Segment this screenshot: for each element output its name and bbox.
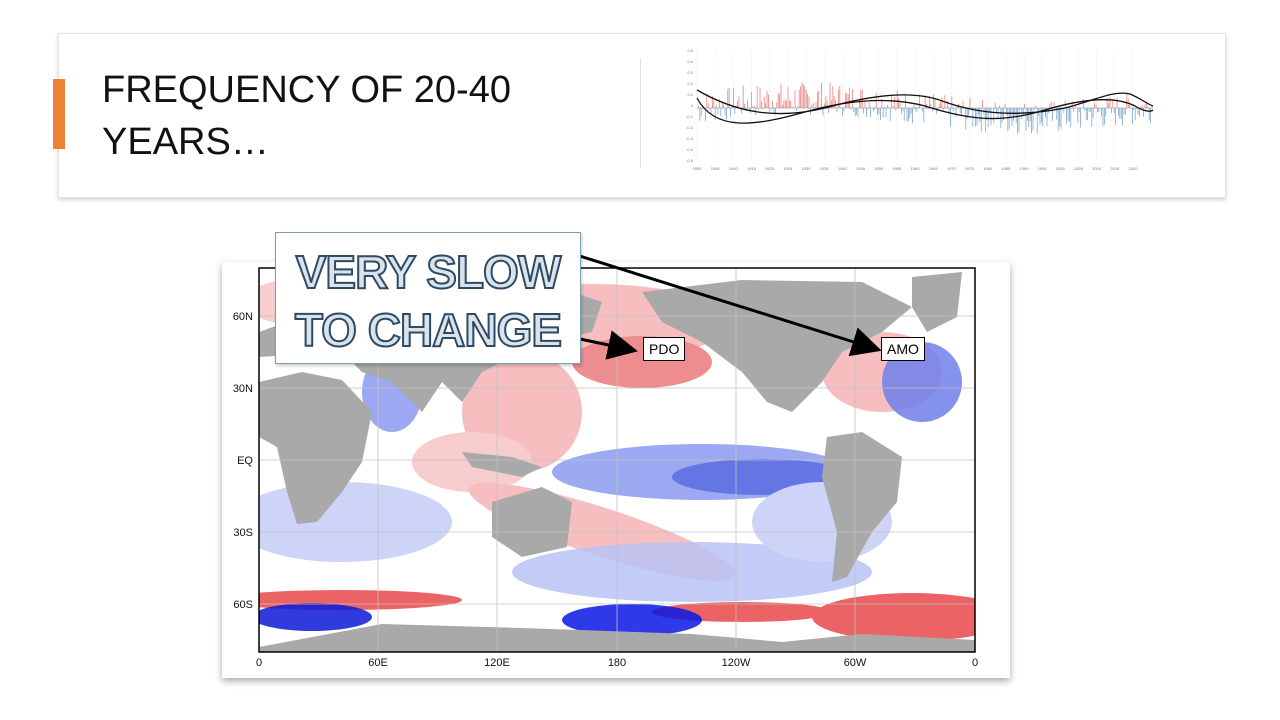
lon-label-60e: 60E <box>368 657 388 669</box>
x-tick-label: 2005 <box>1074 166 1084 171</box>
callout-box: VERY SLOW TO CHANGE <box>275 232 581 364</box>
y-tick-label: -0.5 <box>686 158 694 163</box>
lon-label-120w: 120W <box>722 657 751 669</box>
vertical-gridlines <box>696 50 1134 160</box>
amo-timeseries-chart: 0.5 0.4 0.3 0.2 0.1 0 -0.1 -0.2 -0.3 -0.4 -0.5 190… <box>686 48 1154 171</box>
x-tick-label: 1940 <box>838 166 848 171</box>
smooth-curve-b <box>696 97 1154 124</box>
longitude-labels: 0 60E 120E 180 120W 60W 0 <box>256 657 978 669</box>
x-tick-label: 1935 <box>820 166 830 171</box>
australia-land <box>492 487 572 557</box>
x-tick-label: 1920 <box>765 166 775 171</box>
amo-label: AMO <box>881 337 925 361</box>
north-america-land <box>642 280 912 412</box>
x-tick-label: 1990 <box>1020 166 1030 171</box>
callout-line2: TO CHANGE <box>294 303 563 357</box>
x-tick-label: 1975 <box>965 166 975 171</box>
x-tick-labels: 1900 1905 1910 1915 1920 1925 1930 1935 1940 1945… <box>693 166 1139 171</box>
lat-label-eq: EQ <box>237 455 253 467</box>
x-tick-label: 2010 <box>1092 166 1102 171</box>
arrow-to-amo <box>569 251 882 357</box>
y-tick-label: -0.3 <box>686 136 694 141</box>
y-tick-label: 0.5 <box>687 48 693 53</box>
lon-label-0-right: 0 <box>972 657 978 669</box>
x-tick-label: 1955 <box>892 166 902 171</box>
x-tick-label: 1995 <box>1038 166 1048 171</box>
accent-bar <box>53 79 65 149</box>
y-tick-label: 0.3 <box>687 70 693 75</box>
slide-title: FREQUENCY OF 20-40 YEARS… <box>102 64 602 168</box>
x-tick-label: 1925 <box>783 166 793 171</box>
title-divider <box>640 58 641 168</box>
y-tick-label: 0.2 <box>687 81 693 86</box>
x-tick-label: 1905 <box>711 166 721 171</box>
x-tick-label: 1910 <box>729 166 739 171</box>
x-tick-label: 1965 <box>929 166 939 171</box>
south-america-land <box>822 432 902 582</box>
lon-label-120e: 120E <box>484 657 510 669</box>
x-tick-label: 1950 <box>874 166 884 171</box>
x-tick-label: 1960 <box>911 166 921 171</box>
x-tick-label: 1900 <box>693 166 703 171</box>
y-tick-label: -0.1 <box>686 114 694 119</box>
x-tick-label: 1945 <box>856 166 866 171</box>
callout-line1: VERY SLOW <box>295 245 562 299</box>
x-tick-label: 2015 <box>1110 166 1120 171</box>
smooth-curve-a <box>696 89 1154 115</box>
pdo-label: PDO <box>643 337 686 361</box>
lon-label-60w: 60W <box>844 657 867 669</box>
x-tick-label: 1930 <box>802 166 812 171</box>
lon-label-0-left: 0 <box>256 657 262 669</box>
y-tick-label: 0 <box>691 103 694 108</box>
y-tick-labels: 0.5 0.4 0.3 0.2 0.1 0 -0.1 -0.2 -0.3 -0.4 -0.5 <box>686 48 694 163</box>
x-tick-label: 2020 <box>1129 166 1139 171</box>
x-tick-label: 1970 <box>947 166 957 171</box>
latitude-labels: 60N 30N EQ 30S 60S <box>233 311 254 611</box>
cool-anomalies <box>259 342 962 636</box>
lon-label-180: 180 <box>608 657 626 669</box>
y-tick-label: 0.1 <box>687 92 693 97</box>
y-tick-label: -0.4 <box>686 147 694 152</box>
lat-label-30n: 30N <box>233 383 253 395</box>
slide-title-line2: YEARS… <box>102 121 269 163</box>
callout-text: VERY SLOW TO CHANGE <box>276 243 580 359</box>
x-tick-label: 1985 <box>1001 166 1011 171</box>
indonesia-land <box>462 452 542 477</box>
lat-label-30s: 30S <box>233 527 253 539</box>
x-tick-label: 1915 <box>747 166 757 171</box>
x-tick-label: 1980 <box>983 166 993 171</box>
lat-label-60n: 60N <box>233 311 253 323</box>
africa-land <box>259 372 372 524</box>
slide-title-line1: FREQUENCY OF 20-40 <box>102 69 511 111</box>
x-tick-label: 2000 <box>1056 166 1066 171</box>
lat-label-60s: 60S <box>233 599 253 611</box>
y-tick-label: 0.4 <box>687 59 693 64</box>
y-tick-label: -0.2 <box>686 125 694 130</box>
greenland-land <box>912 272 962 332</box>
